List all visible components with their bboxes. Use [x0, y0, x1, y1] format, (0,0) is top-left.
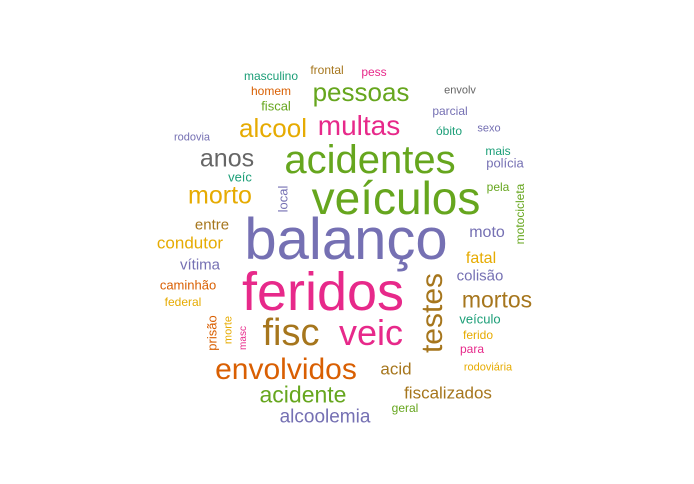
- cloud-word: condutor: [156, 233, 224, 253]
- cloud-word: frontal: [310, 63, 344, 77]
- cloud-word: moto: [469, 224, 505, 241]
- cloud-word: alcool: [239, 113, 307, 143]
- cloud-word: sexo: [477, 122, 501, 135]
- cloud-word: masculino: [243, 69, 299, 83]
- cloud-word: alcoolemia: [279, 406, 371, 428]
- cloud-word: prisão: [204, 315, 220, 351]
- cloud-word: geral: [391, 401, 419, 415]
- cloud-word: multas: [317, 110, 401, 141]
- cloud-word: veículos: [311, 172, 481, 224]
- cloud-word: balanço: [244, 207, 448, 272]
- cloud-word: pess: [361, 65, 387, 79]
- cloud-word: motocicleta: [513, 183, 527, 245]
- cloud-word: óbito: [435, 124, 463, 138]
- cloud-word: fisc: [262, 312, 320, 354]
- cloud-word: envolv: [444, 84, 476, 97]
- cloud-word: mais: [485, 144, 511, 158]
- cloud-word: rodoviária: [463, 361, 513, 374]
- cloud-word: federal: [164, 295, 202, 309]
- cloud-word: pela: [486, 180, 510, 194]
- cloud-word: fatal: [465, 250, 497, 267]
- cloud-word: veic: [338, 312, 404, 353]
- cloud-word: morte: [222, 315, 235, 345]
- cloud-word: morto: [188, 181, 252, 210]
- cloud-word: ferido: [462, 328, 494, 342]
- cloud-word: testes: [416, 272, 449, 354]
- cloud-word: acidentes: [284, 138, 456, 182]
- cloud-word: parcial: [432, 104, 468, 118]
- cloud-word: mortos: [461, 286, 533, 313]
- cloud-word: local: [275, 185, 291, 213]
- cloud-word: fiscalizados: [404, 383, 492, 403]
- cloud-word: entre: [194, 216, 230, 234]
- cloud-word: masc: [238, 326, 249, 350]
- cloud-word: pessoas: [312, 77, 410, 107]
- cloud-word: rodovia: [173, 131, 211, 144]
- cloud-word: fiscal: [261, 98, 291, 114]
- cloud-word: colisão: [456, 267, 504, 285]
- cloud-word: acid: [380, 359, 412, 379]
- cloud-word: envolvidos: [215, 353, 357, 386]
- cloud-word: feridos: [241, 262, 405, 322]
- cloud-word: anos: [199, 144, 255, 173]
- cloud-word: para: [459, 342, 485, 356]
- cloud-word: polícia: [486, 155, 524, 171]
- cloud-word: veíc: [228, 169, 252, 185]
- cloud-word: vítima: [179, 256, 221, 274]
- cloud-word: acidente: [259, 381, 347, 408]
- cloud-word: caminhão: [159, 277, 217, 293]
- cloud-word: veículo: [459, 311, 501, 327]
- cloud-word: homem: [250, 84, 292, 98]
